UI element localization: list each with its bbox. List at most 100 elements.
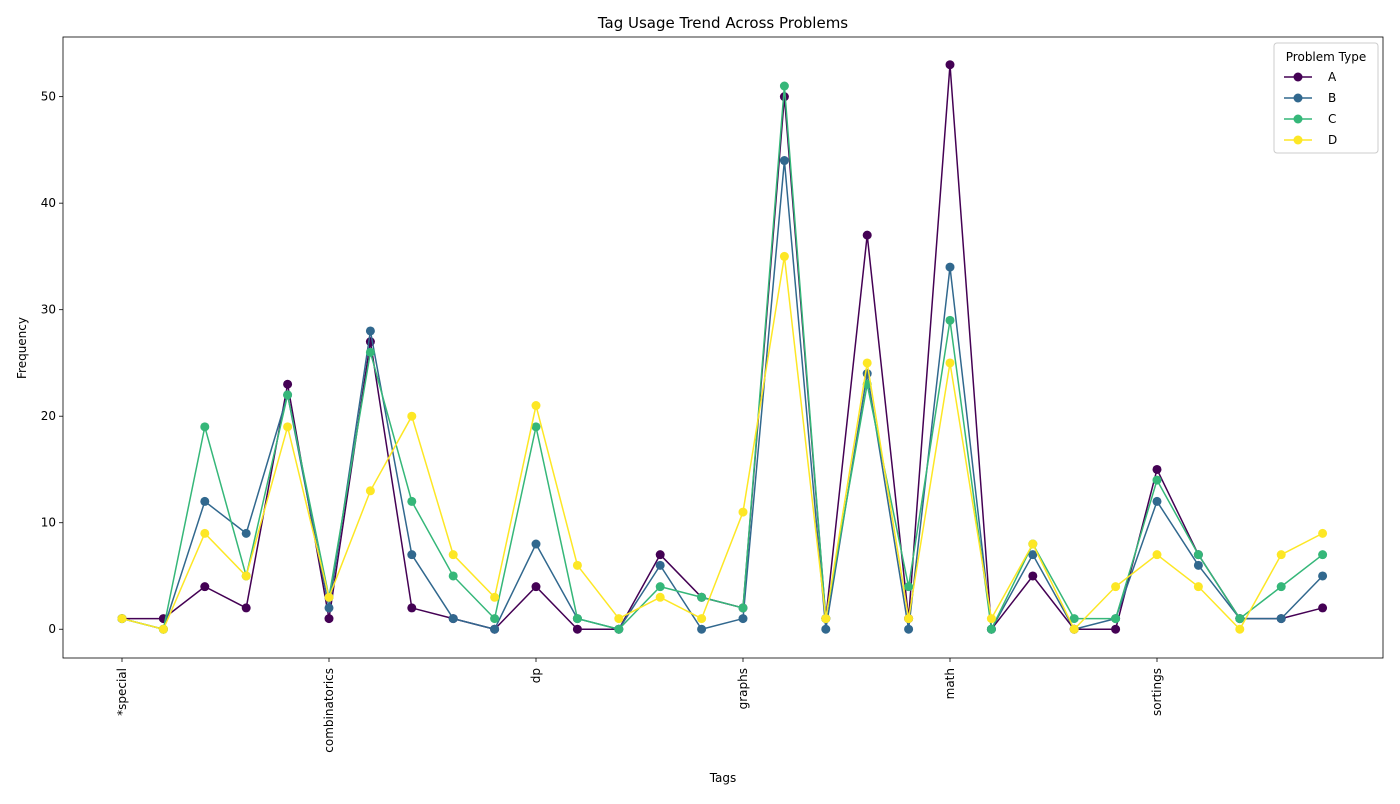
point — [1111, 624, 1121, 634]
point — [904, 614, 914, 624]
y-tick-label: 20 — [41, 409, 56, 423]
point — [1318, 550, 1328, 560]
point — [655, 582, 665, 592]
point — [862, 369, 872, 379]
point — [614, 614, 624, 624]
point — [1193, 550, 1203, 560]
point — [655, 592, 665, 602]
point — [324, 603, 334, 613]
legend-label: B — [1328, 91, 1336, 105]
x-tick-label: graphs — [736, 668, 750, 709]
legend-box — [1273, 42, 1379, 154]
point — [1111, 614, 1121, 624]
x-tick-label: *special — [115, 668, 129, 716]
point — [779, 156, 789, 166]
point — [1152, 496, 1162, 506]
legend-marker — [1293, 93, 1303, 103]
point — [904, 624, 914, 634]
point — [1152, 550, 1162, 560]
point — [1069, 624, 1079, 634]
point — [1235, 624, 1245, 634]
plot-frame — [62, 36, 1384, 659]
point — [945, 262, 955, 272]
legend-marker — [1293, 114, 1303, 124]
point — [614, 624, 624, 634]
point — [1318, 571, 1328, 581]
chart-title: Tag Usage Trend Across Problems — [597, 14, 848, 32]
y-tick-label: 10 — [41, 516, 56, 530]
point — [655, 550, 665, 560]
point — [986, 614, 996, 624]
point — [448, 550, 458, 560]
point — [1028, 539, 1038, 549]
point — [572, 614, 582, 624]
point — [1318, 603, 1328, 613]
point — [1193, 560, 1203, 570]
point — [531, 401, 541, 411]
point — [779, 81, 789, 91]
legend-label: D — [1328, 133, 1337, 147]
point — [407, 411, 417, 421]
y-tick-label: 40 — [41, 196, 56, 210]
point — [490, 614, 500, 624]
x-tick-label: math — [943, 668, 957, 699]
point — [572, 560, 582, 570]
point — [862, 379, 872, 389]
point — [1276, 550, 1286, 560]
point — [448, 571, 458, 581]
point — [531, 539, 541, 549]
point — [241, 571, 251, 581]
point — [283, 422, 293, 432]
point — [738, 507, 748, 517]
point — [490, 624, 500, 634]
point — [697, 592, 707, 602]
point — [283, 379, 293, 389]
point — [1111, 582, 1121, 592]
point — [862, 230, 872, 240]
series-line — [121, 160, 1324, 632]
legend-label: A — [1328, 70, 1337, 84]
point — [1152, 475, 1162, 485]
x-tick-label: sortings — [1150, 668, 1164, 716]
y-axis-label: Frequency — [15, 317, 29, 379]
point — [1152, 464, 1162, 474]
point — [365, 326, 375, 336]
point — [655, 560, 665, 570]
legend-marker — [1293, 135, 1303, 145]
x-axis-label: Tags — [709, 771, 737, 785]
point — [572, 624, 582, 634]
y-tick-label: 50 — [41, 90, 56, 104]
point — [738, 614, 748, 624]
legend-title: Problem Type — [1286, 50, 1366, 64]
point — [158, 624, 168, 634]
point — [200, 528, 210, 538]
point — [1028, 571, 1038, 581]
point — [241, 528, 251, 538]
point — [531, 422, 541, 432]
point — [407, 550, 417, 560]
x-tick-label: combinatorics — [322, 668, 336, 753]
point — [200, 582, 210, 592]
point — [697, 614, 707, 624]
point — [738, 603, 748, 613]
x-tick-label: dp — [529, 668, 543, 683]
point — [1276, 614, 1286, 624]
point — [1069, 614, 1079, 624]
point — [324, 614, 334, 624]
point — [1235, 614, 1245, 624]
point — [1193, 582, 1203, 592]
y-tick-label: 30 — [41, 303, 56, 317]
point — [1276, 582, 1286, 592]
point — [241, 603, 251, 613]
point — [945, 315, 955, 325]
point — [365, 347, 375, 357]
point — [407, 496, 417, 506]
point — [490, 592, 500, 602]
point — [365, 486, 375, 496]
point — [986, 624, 996, 634]
point — [117, 614, 127, 624]
point — [1028, 550, 1038, 560]
point — [324, 592, 334, 602]
point — [407, 603, 417, 613]
